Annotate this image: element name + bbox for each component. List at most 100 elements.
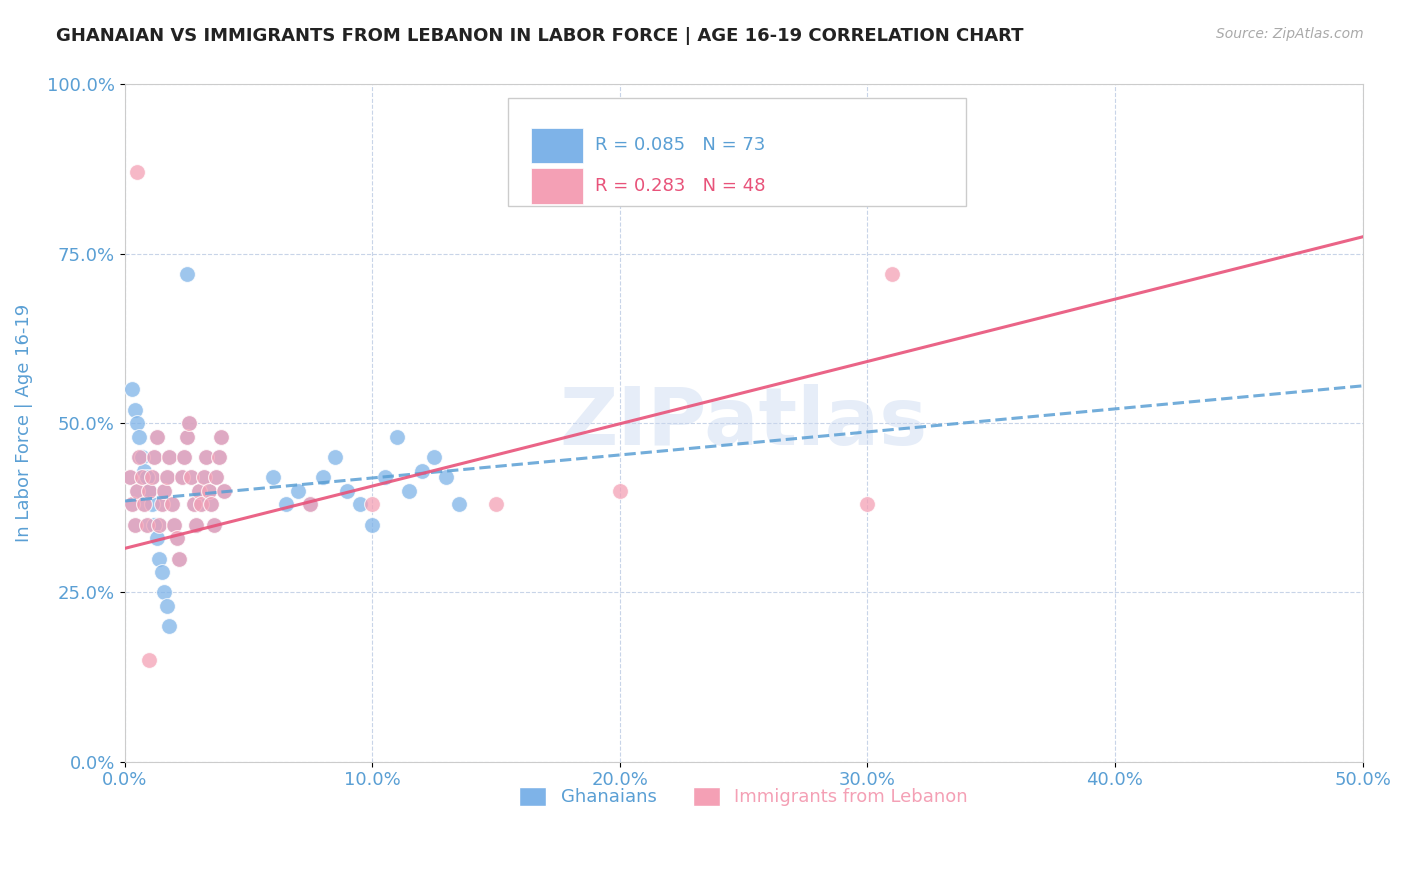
Point: [146, 430, 169, 444]
Point: [124, 402, 146, 417]
Point: [167, 551, 190, 566]
Point: [143, 450, 166, 464]
Point: [160, 497, 183, 511]
Point: [183, 497, 205, 511]
Point: [157, 450, 180, 464]
Text: ZIPatlas: ZIPatlas: [560, 384, 928, 462]
Text: GHANAIAN VS IMMIGRANTS FROM LEBANON IN LABOR FORCE | AGE 16-19 CORRELATION CHART: GHANAIAN VS IMMIGRANTS FROM LEBANON IN L…: [56, 27, 1024, 45]
Point: [135, 517, 157, 532]
Point: [180, 470, 202, 484]
Point: [202, 517, 225, 532]
Text: R = 0.283   N = 48: R = 0.283 N = 48: [595, 177, 765, 195]
Point: [166, 531, 188, 545]
Point: [141, 470, 163, 484]
Point: [153, 585, 176, 599]
Point: [361, 517, 384, 532]
Point: [411, 463, 433, 477]
Point: [193, 470, 215, 484]
Point: [374, 470, 396, 484]
Point: [156, 470, 179, 484]
Point: [262, 470, 284, 484]
Point: [202, 517, 225, 532]
Point: [299, 497, 322, 511]
Point: [856, 497, 879, 511]
Point: [323, 450, 346, 464]
Point: [134, 497, 156, 511]
Text: R = 0.085   N = 73: R = 0.085 N = 73: [595, 136, 765, 154]
Point: [148, 517, 170, 532]
Point: [312, 470, 335, 484]
Point: [274, 497, 297, 511]
Point: [177, 416, 200, 430]
Point: [187, 483, 209, 498]
Point: [195, 450, 218, 464]
Point: [143, 450, 166, 464]
Point: [141, 497, 163, 511]
Point: [170, 470, 193, 484]
Point: [157, 619, 180, 633]
Point: [135, 470, 157, 484]
Point: [150, 497, 173, 511]
Point: [138, 653, 160, 667]
Point: [176, 430, 198, 444]
Point: [190, 497, 212, 511]
Point: [200, 497, 222, 511]
FancyBboxPatch shape: [509, 98, 966, 206]
Point: [153, 483, 176, 498]
Point: [200, 497, 222, 511]
Point: [177, 416, 200, 430]
Point: [208, 450, 231, 464]
Point: [125, 165, 148, 179]
Point: [131, 470, 153, 484]
Point: [125, 416, 148, 430]
Point: [125, 483, 148, 498]
Point: [198, 483, 221, 498]
FancyBboxPatch shape: [530, 169, 582, 203]
Point: [138, 483, 160, 498]
Point: [160, 497, 183, 511]
Point: [398, 483, 420, 498]
Point: [882, 267, 904, 281]
Point: [173, 450, 195, 464]
Point: [146, 430, 169, 444]
Point: [180, 470, 202, 484]
Point: [609, 483, 631, 498]
Point: [138, 483, 160, 498]
Point: [163, 517, 186, 532]
Point: [148, 551, 170, 566]
Point: [134, 497, 156, 511]
Point: [349, 497, 371, 511]
Point: [128, 450, 150, 464]
Point: [209, 430, 232, 444]
Point: [336, 483, 359, 498]
Point: [361, 497, 384, 511]
Point: [485, 497, 508, 511]
Point: [121, 497, 143, 511]
Point: [173, 450, 195, 464]
Point: [141, 470, 163, 484]
Point: [195, 450, 218, 464]
Point: [121, 497, 143, 511]
Point: [299, 497, 322, 511]
Point: [128, 450, 150, 464]
Point: [156, 470, 179, 484]
Point: [124, 517, 146, 532]
Point: [118, 470, 141, 484]
Point: [205, 470, 228, 484]
Point: [131, 450, 153, 464]
Point: [157, 450, 180, 464]
Point: [193, 470, 215, 484]
Point: [166, 531, 188, 545]
Point: [198, 483, 221, 498]
Point: [208, 450, 231, 464]
Point: [167, 551, 190, 566]
Point: [186, 517, 208, 532]
Point: [156, 599, 179, 613]
Point: [131, 470, 153, 484]
Point: [212, 483, 235, 498]
Legend: Ghanaians, Immigrants from Lebanon: Ghanaians, Immigrants from Lebanon: [512, 780, 976, 814]
Point: [190, 497, 212, 511]
Point: [187, 483, 209, 498]
Point: [287, 483, 309, 498]
Point: [212, 483, 235, 498]
